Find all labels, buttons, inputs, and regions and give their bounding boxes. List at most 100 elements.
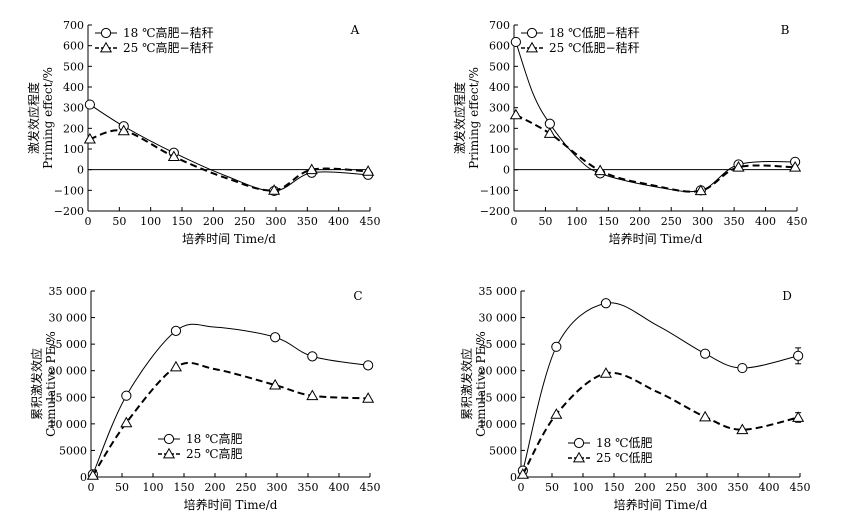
- x-tick-label: 200: [203, 215, 224, 228]
- y-tick-label: 5000: [489, 444, 517, 457]
- x-tick-label: 150: [172, 215, 193, 228]
- data-point: [700, 348, 711, 359]
- legend-label: 18 ℃高肥: [186, 431, 243, 446]
- series-line: [89, 104, 369, 192]
- y-tick-label: 200: [489, 122, 510, 135]
- y-tick-label: 25 000: [479, 338, 518, 351]
- x-tick-label: 50: [115, 481, 129, 494]
- x-tick-label: 450: [787, 215, 808, 228]
- x-tick-label: 250: [666, 481, 687, 494]
- x-tick-label: 100: [143, 481, 164, 494]
- legend-marker: [525, 41, 539, 53]
- y-tick-label: 300: [489, 102, 510, 115]
- series-1: [84, 99, 374, 197]
- data-point: [86, 469, 99, 480]
- x-tick-label: 150: [174, 481, 195, 494]
- y-tick-label: 25 000: [49, 338, 88, 351]
- legend-label: 25 ℃高肥−秸秆: [123, 40, 214, 55]
- series-line: [522, 302, 799, 471]
- legend-label: 25 ℃低肥−秸秆: [549, 41, 640, 55]
- x-tick-label: 400: [328, 215, 349, 228]
- y-tick-label: 100: [489, 143, 510, 156]
- chart-panel-B: 0 50 100 150 200 250 300 350 400 450 −200 −100 0 100 2…: [452, 19, 808, 246]
- y-tick-label: 5000: [59, 444, 87, 457]
- x-tick-label: 350: [724, 215, 745, 228]
- legend-marker: [526, 27, 538, 39]
- x-tick-label: 0: [85, 215, 92, 228]
- legend-marker: [573, 437, 585, 449]
- y-tick-label: 600: [489, 40, 510, 53]
- x-tick-label: 400: [329, 481, 350, 494]
- data-point: [170, 325, 182, 336]
- y-tick-label: −200: [54, 205, 84, 218]
- data-point: [792, 411, 805, 422]
- y-axis-label-en: Cumulative PE/%: [474, 331, 488, 437]
- series-2: [516, 367, 805, 479]
- legend-entry-2: 25 ℃高肥−秸秆: [95, 40, 214, 55]
- data-point: [793, 350, 804, 361]
- y-tick-label: 500: [489, 60, 510, 73]
- y-axis-label-cn: 激发效应程度: [26, 82, 41, 154]
- y-axis-label-cn: 激发效应程度: [452, 82, 467, 154]
- data-point: [699, 410, 712, 422]
- data-point: [270, 332, 281, 343]
- data-point: [694, 184, 707, 196]
- y-tick-label: 30 000: [49, 312, 88, 325]
- x-tick-label: 200: [629, 215, 650, 228]
- data-point: [362, 392, 375, 403]
- x-tick-label: 300: [697, 481, 718, 494]
- legend-marker: [162, 447, 176, 459]
- data-point: [509, 108, 522, 120]
- data-point: [306, 389, 319, 401]
- legend-label: 18 ℃高肥−秸秆: [123, 25, 214, 40]
- data-point: [510, 36, 521, 48]
- legend-label: 25 ℃高肥: [186, 446, 243, 461]
- series-1: [517, 298, 804, 476]
- panel-letter: D: [782, 289, 792, 303]
- x-tick-label: 0: [88, 481, 95, 494]
- y-tick-label: 100: [63, 143, 84, 156]
- data-point: [305, 163, 318, 175]
- data-point: [737, 362, 748, 374]
- data-point: [789, 160, 802, 172]
- y-axis-label-en: Cumulative PE/%: [44, 331, 58, 437]
- data-point: [594, 164, 607, 176]
- chart-panel-A: 0 50 100 150 200 250 300 350 400 450 −200 −100 0 100 2…: [26, 19, 381, 246]
- legend-entry-1: 18 ℃低肥−秸秆: [521, 26, 640, 40]
- y-tick-label: 0: [77, 164, 84, 177]
- x-tick-label: 400: [759, 481, 780, 494]
- x-tick-label: 50: [545, 481, 559, 494]
- x-axis-label: 培养时间 Time/d: [614, 497, 708, 512]
- y-tick-label: 0: [510, 471, 517, 484]
- data-point: [269, 378, 282, 390]
- x-tick-label: 400: [755, 215, 776, 228]
- legend-label: 18 ℃低肥: [596, 436, 653, 450]
- y-tick-label: 400: [489, 81, 510, 94]
- series-line: [89, 129, 369, 192]
- chart-panel-D: 0 50 100 150 200 250 300 350 400 450 0 5000 10 000 15…: [459, 285, 811, 512]
- data-point: [362, 165, 375, 176]
- legend-marker: [100, 27, 112, 39]
- legend-entry-1: 18 ℃低肥: [568, 436, 653, 450]
- legend-entry-2: 25 ℃高肥: [158, 446, 243, 461]
- panel-letter: C: [353, 289, 362, 303]
- y-tick-label: 30 000: [479, 312, 518, 325]
- data-point: [599, 367, 613, 378]
- y-tick-label: 15 000: [49, 391, 88, 404]
- legend-marker: [99, 41, 113, 53]
- y-tick-label: 700: [489, 19, 510, 32]
- data-point: [551, 341, 562, 352]
- x-tick-label: 300: [266, 215, 287, 228]
- data-point: [84, 99, 95, 110]
- y-axis-label-cn: 累积激发效应: [29, 348, 44, 420]
- data-point: [516, 468, 529, 479]
- y-tick-label: 300: [63, 102, 84, 115]
- x-tick-label: 50: [538, 215, 552, 228]
- x-tick-label: 250: [661, 215, 682, 228]
- data-point: [736, 423, 749, 435]
- x-tick-label: 350: [298, 481, 319, 494]
- y-axis-label-cn: 累积激发效应: [459, 348, 474, 420]
- y-tick-label: 400: [63, 81, 84, 94]
- y-tick-label: 20 000: [479, 365, 518, 378]
- chart-panel-C: 0 50 100 150 200 250 300 350 400 450 0 5000 10 000 15…: [29, 285, 381, 512]
